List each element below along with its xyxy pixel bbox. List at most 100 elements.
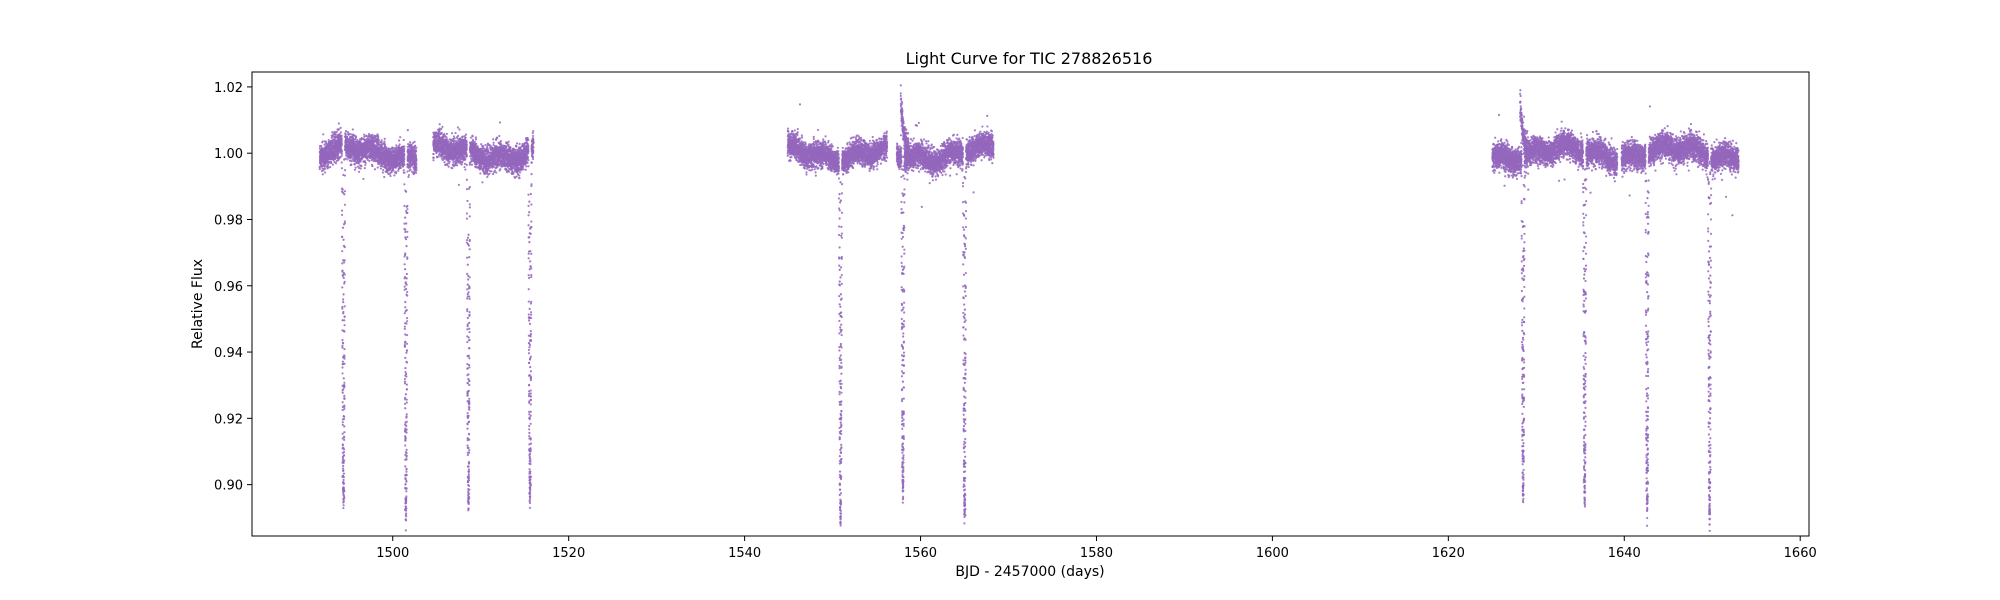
data-point [475, 142, 478, 145]
data-point [465, 178, 468, 181]
data-point [395, 172, 398, 175]
data-point [405, 512, 408, 515]
data-point [349, 133, 353, 136]
data-point [405, 383, 409, 386]
data-point [340, 167, 344, 170]
data-point [337, 152, 340, 155]
data-point [363, 159, 367, 163]
data-point [468, 366, 471, 369]
data-point [405, 495, 408, 498]
data-point [341, 307, 344, 310]
data-point [468, 383, 471, 387]
data-point [451, 167, 454, 170]
data-point [342, 450, 346, 454]
data-point [406, 257, 409, 260]
data-point [362, 177, 365, 181]
data-point [337, 128, 340, 131]
data-point [342, 472, 346, 475]
data-point [406, 290, 409, 294]
data-point [379, 167, 383, 170]
data-point [343, 203, 347, 206]
data-point [404, 519, 408, 522]
data-point [405, 467, 408, 470]
data-point [323, 167, 327, 171]
data-point [354, 166, 357, 169]
data-point [376, 166, 379, 169]
data-point [343, 381, 346, 384]
data-point [466, 297, 469, 300]
data-point [468, 432, 471, 436]
data-point [468, 310, 471, 314]
data-point [414, 144, 417, 147]
data-point [403, 402, 407, 405]
data-point [405, 448, 408, 451]
data-point [364, 161, 367, 165]
data-point [456, 134, 460, 137]
data-point [395, 144, 398, 147]
data-point [414, 171, 418, 174]
data-point [465, 187, 469, 191]
data-point [325, 140, 328, 143]
data-point [463, 162, 467, 165]
data-point [464, 157, 467, 161]
data-point [405, 349, 409, 352]
data-point [492, 165, 495, 168]
data-point [468, 215, 471, 218]
data-point [464, 168, 467, 171]
data-point [340, 137, 343, 141]
data-point [340, 209, 344, 212]
data-point [445, 136, 448, 139]
data-point [481, 181, 484, 184]
data-point [383, 137, 386, 140]
data-point [461, 160, 464, 163]
data-point [341, 372, 344, 375]
data-point [468, 248, 471, 251]
data-point [380, 139, 383, 142]
data-point [468, 357, 471, 360]
data-point [440, 127, 443, 131]
data-point [334, 133, 337, 136]
data-point [371, 165, 374, 168]
data-point [467, 479, 470, 482]
data-point [465, 163, 468, 166]
data-point [450, 141, 453, 144]
data-point [492, 138, 495, 141]
data-point [403, 157, 406, 160]
data-point [449, 138, 453, 141]
data-point [403, 377, 407, 381]
data-point [403, 147, 406, 150]
data-point [342, 459, 346, 462]
data-point [340, 154, 343, 157]
data-point [380, 140, 383, 144]
data-point [465, 146, 468, 149]
data-point [383, 175, 386, 179]
data-point [403, 154, 406, 157]
data-point [340, 152, 343, 155]
data-point [403, 145, 406, 148]
data-point [382, 169, 385, 172]
data-point [403, 263, 406, 266]
data-point [368, 159, 371, 163]
data-point [377, 138, 380, 141]
data-point [341, 286, 344, 289]
data-point [343, 407, 346, 411]
data-point [342, 504, 345, 507]
data-point [371, 133, 374, 136]
data-point [403, 327, 406, 331]
data-point [468, 203, 471, 206]
data-point [331, 131, 334, 134]
data-point [381, 171, 384, 174]
data-point [404, 529, 407, 532]
data-point [393, 174, 396, 177]
data-point [402, 150, 406, 153]
data-point [398, 143, 401, 146]
data-point [404, 505, 407, 508]
data-point [405, 480, 408, 483]
data-point [475, 163, 479, 166]
data-point [415, 159, 418, 162]
data-point [495, 171, 498, 174]
data-point [342, 506, 345, 510]
data-point [467, 451, 471, 454]
data-point [403, 345, 406, 348]
data-point [499, 140, 503, 143]
